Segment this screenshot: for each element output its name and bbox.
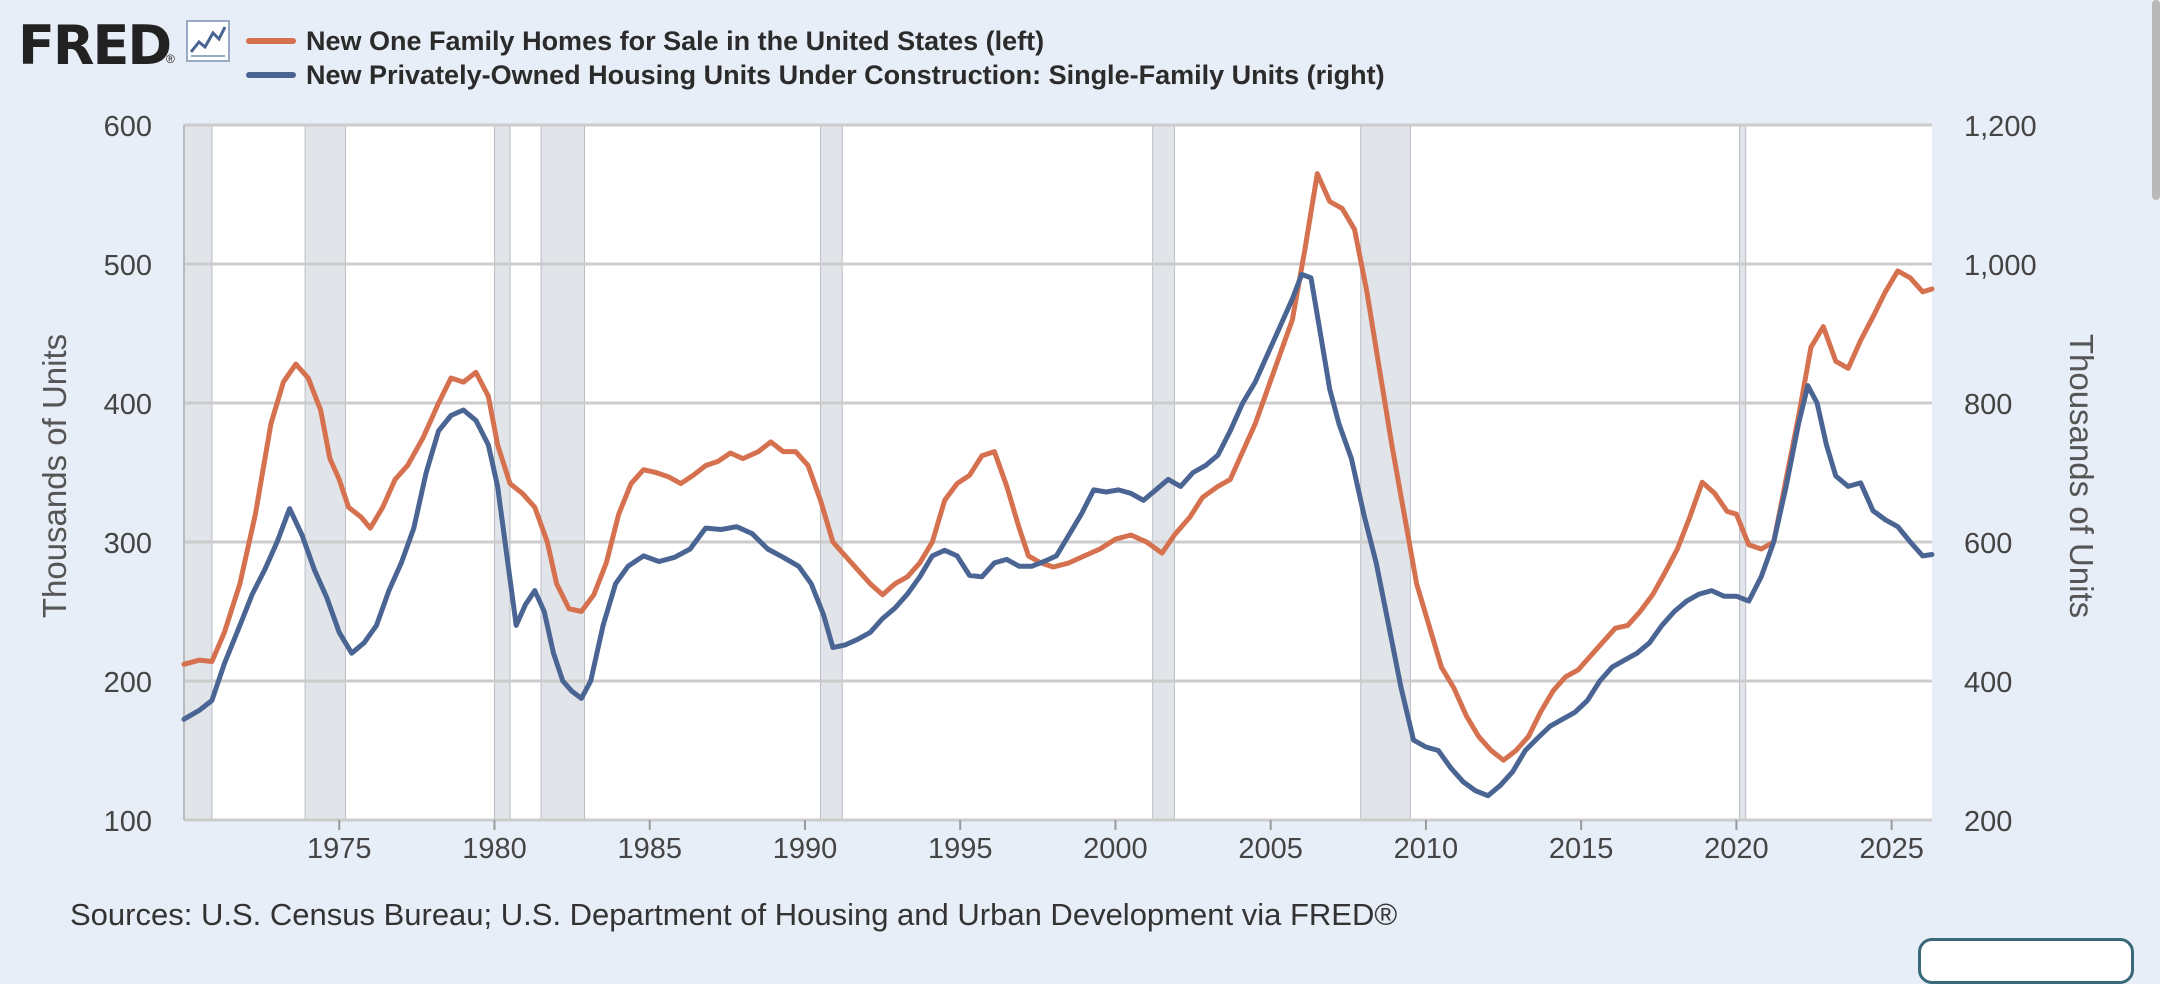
y-tick-label-right: 200: [1964, 806, 2012, 838]
y-tick-label-right: 600: [1964, 528, 2012, 560]
chart-legend: New One Family Homes for Sale in the Uni…: [246, 24, 1385, 92]
y-tick-label-right: 1,000: [1964, 250, 2037, 282]
legend-swatch-blue: [246, 72, 296, 78]
recession-band: [304, 124, 346, 821]
y-tick-label-right: 1,200: [1964, 111, 2037, 143]
series-line-under-construction: [181, 271, 1935, 799]
recession-band: [819, 124, 843, 821]
axes: 100 200 200 400 300 600 400 800 500 1,000 600 1,200…: [104, 111, 2037, 865]
x-tick-label: 2025: [1859, 833, 1924, 865]
fred-chart: FRED ® New One Family Homes for Sale in …: [18, 14, 2100, 865]
recession-band: [1152, 124, 1175, 821]
legend-label: New Privately-Owned Housing Units Under …: [306, 59, 1385, 90]
x-tick-label: 2010: [1394, 833, 1459, 865]
recession-band: [1360, 124, 1411, 821]
plot-background: [184, 125, 1932, 820]
grid-lines: [183, 123, 1932, 822]
x-tick-label: 2015: [1549, 833, 1614, 865]
legend-swatch-orange: [246, 38, 296, 44]
recession-band: [1739, 124, 1747, 821]
x-tick-label: 2020: [1704, 833, 1769, 865]
y-tick-label-left: 300: [104, 528, 152, 560]
legend-item-left-series: New One Family Homes for Sale in the Uni…: [246, 24, 1385, 58]
y-tick-label-left: 200: [104, 667, 152, 699]
x-tick-label: 1985: [617, 833, 682, 865]
x-tick-label: 1995: [928, 833, 993, 865]
x-tick-label: 2005: [1238, 833, 1303, 865]
x-tick-label: 1990: [773, 833, 838, 865]
x-tick-label: 2000: [1083, 833, 1148, 865]
x-tick-label: 1975: [307, 833, 372, 865]
scrollbar-thumb[interactable]: [2152, 0, 2160, 200]
fred-logo-registered: ®: [166, 52, 175, 66]
series-line-homes-for-sale: [181, 171, 1935, 763]
x-tick-label: 1980: [462, 833, 527, 865]
fred-logo[interactable]: FRED: [18, 14, 172, 77]
legend-label: New One Family Homes for Sale in the Uni…: [306, 25, 1045, 56]
y-axis-label-right: Thousands of Units: [2063, 334, 2100, 618]
corner-button[interactable]: [1918, 938, 2134, 984]
sources-note: Sources: U.S. Census Bureau; U.S. Depart…: [70, 897, 1398, 932]
y-tick-label-right: 400: [1964, 667, 2012, 699]
recession-band: [540, 124, 586, 821]
y-tick-label-left: 100: [104, 806, 152, 838]
y-tick-label-right: 800: [1964, 389, 2012, 421]
recession-bands: [183, 124, 1932, 821]
line-chart-icon: [186, 20, 230, 62]
series-lines: [181, 171, 1935, 799]
y-tick-label-left: 600: [104, 111, 152, 143]
y-tick-label-left: 400: [104, 389, 152, 421]
y-tick-label-left: 500: [104, 250, 152, 282]
plot-svg: 100 200 200 400 300 600 400 800 500 1,000 600 1,200…: [36, 111, 2100, 865]
legend-item-right-series: New Privately-Owned Housing Units Under …: [246, 58, 1385, 92]
y-axis-label-left: Thousands of Units: [36, 334, 73, 618]
